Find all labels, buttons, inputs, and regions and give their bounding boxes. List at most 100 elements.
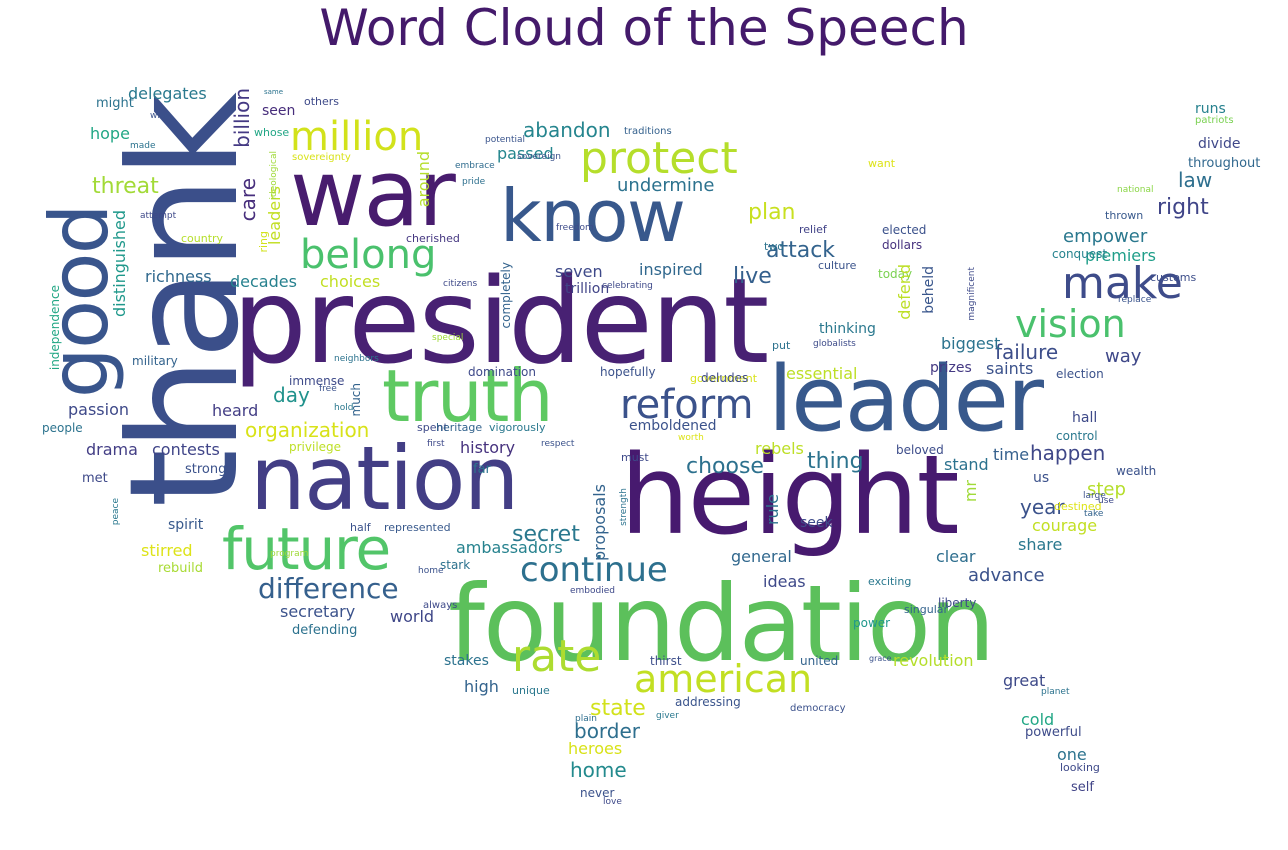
word-reform: reform [620, 382, 754, 428]
word-attack: attack [766, 238, 836, 263]
word-wise: wise [150, 111, 171, 121]
word-ring: ring [257, 231, 270, 253]
word-people: people [42, 421, 83, 435]
word-same: same [264, 88, 284, 96]
word-throughout: throughout [1188, 156, 1261, 171]
word-home: home [418, 566, 444, 576]
word-never: never [580, 786, 615, 800]
word-country: country [181, 232, 224, 245]
word-state: state [590, 696, 646, 721]
word-leader: leader [768, 347, 1044, 452]
word-traditions: traditions [624, 126, 672, 137]
word-use: use [1098, 496, 1114, 506]
word-truth: truth [382, 354, 554, 438]
word-might: might [96, 96, 134, 111]
word-want: want [868, 157, 896, 170]
word-american: american [634, 657, 813, 701]
word-passed: passed [497, 144, 554, 163]
word-peace: peace [111, 498, 121, 526]
word-culture: culture [818, 259, 857, 272]
word-richness: richness [145, 267, 212, 286]
word-distinguished: distinguished [110, 210, 129, 318]
word-always: always [423, 600, 458, 611]
word-difference: difference [258, 572, 399, 605]
word-election: election [1056, 367, 1104, 381]
word-saints: saints [986, 359, 1034, 378]
word-contests: contests [152, 440, 220, 459]
word-time: time [993, 445, 1030, 464]
word-stand: stand [944, 455, 989, 474]
word-beheld: beheld [921, 266, 937, 314]
word-heroes: heroes [568, 739, 623, 758]
word-proposals: proposals [590, 484, 609, 562]
word-respect: respect [541, 439, 575, 449]
word-hold: hold [334, 403, 354, 413]
word-heritage: heritage [436, 421, 483, 434]
word-democracy: democracy [790, 703, 846, 714]
word-relief: relief [799, 223, 827, 236]
word-rule: rule [763, 494, 782, 526]
word-magnificent: magnificent [967, 267, 977, 321]
word-secret: secret [512, 522, 580, 547]
word-way: way [1105, 346, 1142, 367]
word-strength: strength [619, 488, 629, 526]
word-control: control [1056, 429, 1098, 443]
figure-title: Word Cloud of the Speech [319, 0, 969, 57]
word-deludes: deludes [701, 371, 749, 385]
word-seven: seven [555, 262, 603, 281]
word-undermine: undermine [617, 175, 715, 196]
word-put: put [772, 339, 791, 352]
word-delegates: delegates [128, 84, 207, 103]
word-essential: essential [786, 364, 858, 383]
word-worth: worth [678, 433, 704, 443]
word-made: made [130, 141, 156, 151]
word-national: national [1117, 185, 1154, 195]
word-organization: organization [245, 418, 370, 442]
word-premiers: premiers [1085, 246, 1157, 265]
word-two: two [764, 240, 785, 253]
word-attempt: attempt [140, 211, 177, 221]
word-grace: grace [869, 654, 892, 663]
word-must: must [621, 451, 649, 464]
word-love: love [603, 797, 622, 807]
word-potential: potential [485, 135, 526, 145]
word-us: us [1033, 470, 1050, 486]
word-thrown: thrown [1105, 209, 1144, 222]
word-special: special [432, 333, 464, 343]
word-empower: empower [1063, 226, 1148, 247]
word-immense: immense [289, 374, 345, 388]
word-powerful: powerful [1025, 725, 1082, 740]
word-care: care [236, 178, 260, 222]
word-destined: destined [1054, 500, 1102, 513]
word-first: first [427, 439, 445, 449]
word-completely: completely [499, 262, 513, 329]
word-world: world [390, 607, 435, 626]
word-embodied: embodied [570, 586, 615, 596]
word-replace: replace [1118, 295, 1152, 305]
word-power: power [853, 616, 891, 630]
word-addressing: addressing [675, 695, 741, 709]
word-mr: mr [961, 480, 980, 503]
word-customs: customs [1150, 271, 1197, 284]
word-height: height [620, 431, 960, 559]
word-president: president [232, 252, 769, 390]
word-pride: pride [462, 177, 486, 187]
word-emboldened: emboldened [629, 418, 717, 434]
word-advance: advance [968, 565, 1045, 586]
word-happen: happen [1030, 441, 1106, 465]
word-around: around [414, 151, 433, 208]
word-nation: nation [250, 427, 519, 530]
word-divide: divide [1198, 136, 1241, 152]
word-biggest: biggest [941, 334, 1001, 353]
word-choose: choose [686, 454, 764, 479]
word-billion: billion [230, 88, 254, 148]
word-know: know [500, 174, 686, 258]
word-neighbors: neighbors [334, 354, 379, 364]
word-independence: independence [48, 285, 62, 371]
word-half: half [350, 521, 371, 534]
word-privilege: privilege [289, 440, 342, 454]
word-embrace: embrace [455, 161, 495, 171]
word-today: today [878, 267, 913, 281]
word-threat: threat [92, 174, 159, 199]
